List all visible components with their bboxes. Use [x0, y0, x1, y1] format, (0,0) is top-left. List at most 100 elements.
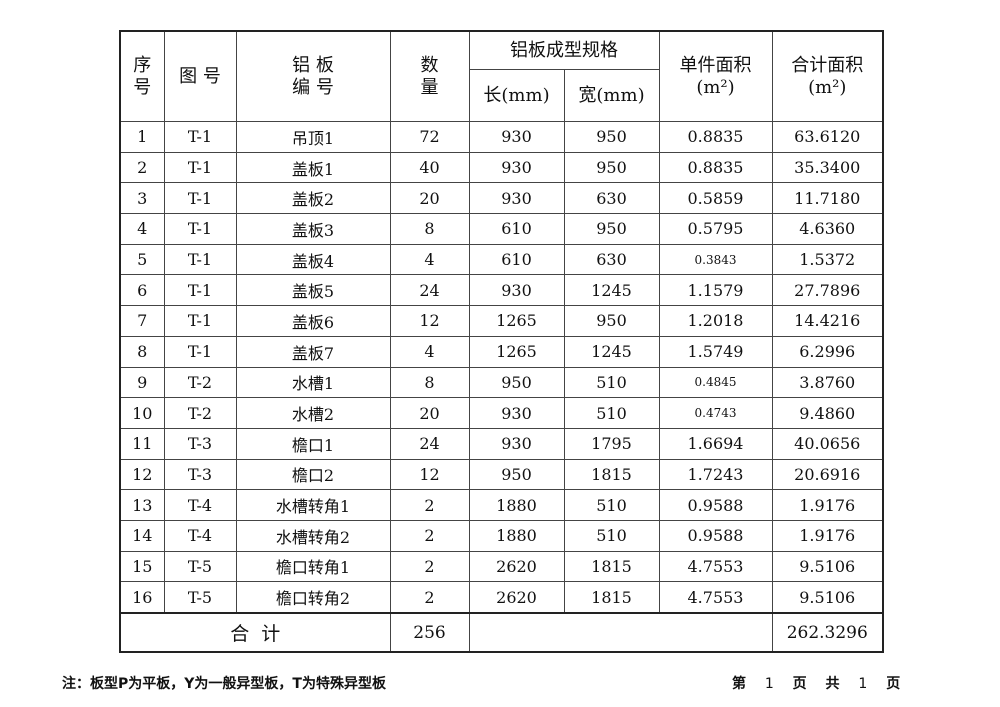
cell-total-area: 9.5106 — [771, 550, 884, 583]
cell-drawing: T-5 — [163, 550, 237, 583]
cell-seq: 1 — [119, 121, 165, 153]
header-qty: 数 量 — [389, 30, 470, 122]
cell-width: 950 — [563, 213, 660, 245]
cell-width: 630 — [563, 243, 660, 276]
cell-drawing: T-1 — [163, 274, 237, 307]
cell-total-area: 9.4860 — [771, 397, 884, 429]
cell-qty: 2 — [389, 519, 470, 552]
cell-qty: 4 — [389, 335, 470, 368]
cell-total-area: 27.7896 — [771, 274, 884, 307]
cell-drawing: T-3 — [163, 458, 237, 491]
cell-drawing: T-1 — [163, 151, 237, 184]
table-row: 9 T-2 水槽1 8 950 510 0.4845 3.8760 — [119, 366, 884, 399]
page-suffix: 页 — [886, 676, 901, 692]
cell-total-area: 1.5372 — [771, 243, 884, 276]
cell-seq: 6 — [119, 274, 165, 307]
cell-qty: 4 — [389, 243, 470, 276]
cell-width: 1245 — [563, 274, 660, 307]
table-row: 13 T-4 水槽转角1 2 1880 510 0.9588 1.9176 — [119, 489, 884, 521]
panel-spec-table: 序 号 图 号 铝 板 编 号 数 量 铝板成型规格 单件面积 (m²) 合计面… — [119, 30, 884, 653]
cell-length: 930 — [468, 397, 565, 429]
cell-drawing: T-2 — [163, 397, 237, 429]
page-indicator: 第 1 页 共 1 页 — [732, 673, 900, 693]
cell-panel: 盖板2 — [235, 182, 391, 215]
cell-total-area: 3.8760 — [771, 366, 884, 399]
cell-total-area: 20.6916 — [771, 458, 884, 491]
cell-panel: 水槽2 — [235, 397, 391, 429]
cell-seq: 15 — [119, 550, 165, 583]
cell-width: 950 — [563, 121, 660, 153]
cell-unit-area: 1.5749 — [658, 335, 773, 368]
cell-panel: 水槽转角2 — [235, 519, 391, 552]
cell-qty: 12 — [389, 458, 470, 491]
cell-length: 930 — [468, 121, 565, 153]
total-area: 262.3296 — [771, 612, 884, 653]
total-qty: 256 — [389, 612, 470, 653]
cell-qty: 72 — [389, 121, 470, 153]
cell-panel: 檐口转角2 — [235, 581, 391, 614]
cell-total-area: 6.2996 — [771, 335, 884, 368]
total-row: 合 计 256 262.3296 — [119, 612, 884, 653]
cell-width: 950 — [563, 151, 660, 184]
header-spec: 铝板成型规格 — [468, 30, 660, 70]
cell-seq: 11 — [119, 427, 165, 460]
cell-drawing: T-3 — [163, 427, 237, 460]
cell-unit-area: 1.7243 — [658, 458, 773, 491]
cell-qty: 12 — [389, 305, 470, 337]
cell-total-area: 9.5106 — [771, 581, 884, 614]
page-number: 1 — [764, 676, 774, 692]
cell-length: 1880 — [468, 519, 565, 552]
cell-panel: 盖板5 — [235, 274, 391, 307]
total-empty — [468, 612, 773, 653]
cell-panel: 檐口1 — [235, 427, 391, 460]
cell-length: 1265 — [468, 305, 565, 337]
table-row: 1 T-1 吊顶1 72 930 950 0.8835 63.6120 — [119, 121, 884, 153]
cell-length: 950 — [468, 458, 565, 491]
cell-seq: 8 — [119, 335, 165, 368]
cell-total-area: 14.4216 — [771, 305, 884, 337]
cell-length: 610 — [468, 243, 565, 276]
cell-panel: 吊顶1 — [235, 121, 391, 153]
cell-drawing: T-4 — [163, 519, 237, 552]
cell-drawing: T-1 — [163, 243, 237, 276]
cell-unit-area: 4.7553 — [658, 581, 773, 614]
table-row: 16 T-5 檐口转角2 2 2620 1815 4.7553 9.5106 — [119, 581, 884, 614]
cell-total-area: 11.7180 — [771, 182, 884, 215]
footnote: 注：板型P为平板，Y为一般异型板，T为特殊异型板 — [62, 676, 386, 692]
header-total-area: 合计面积 (m²) — [771, 30, 884, 122]
cell-unit-area: 0.5795 — [658, 213, 773, 245]
cell-panel: 盖板3 — [235, 213, 391, 245]
cell-qty: 24 — [389, 427, 470, 460]
cell-length: 930 — [468, 151, 565, 184]
cell-unit-area: 1.2018 — [658, 305, 773, 337]
cell-panel: 盖板7 — [235, 335, 391, 368]
cell-length: 2620 — [468, 550, 565, 583]
cell-unit-area: 0.3843 — [658, 243, 773, 276]
cell-drawing: T-1 — [163, 121, 237, 153]
table-row: 14 T-4 水槽转角2 2 1880 510 0.9588 1.9176 — [119, 519, 884, 552]
table-row: 11 T-3 檐口1 24 930 1795 1.6694 40.0656 — [119, 427, 884, 460]
cell-qty: 40 — [389, 151, 470, 184]
table-row: 3 T-1 盖板2 20 930 630 0.5859 11.7180 — [119, 182, 884, 215]
cell-seq: 10 — [119, 397, 165, 429]
header-panel: 铝 板 编 号 — [235, 30, 391, 122]
cell-qty: 8 — [389, 213, 470, 245]
table-row: 6 T-1 盖板5 24 930 1245 1.1579 27.7896 — [119, 274, 884, 307]
header-unit-area: 单件面积 (m²) — [658, 30, 773, 122]
cell-total-area: 35.3400 — [771, 151, 884, 184]
table-row: 10 T-2 水槽2 20 930 510 0.4743 9.4860 — [119, 397, 884, 429]
table-row: 4 T-1 盖板3 8 610 950 0.5795 4.6360 — [119, 213, 884, 245]
cell-length: 610 — [468, 213, 565, 245]
page-mid: 页 共 — [792, 676, 840, 692]
cell-total-area: 63.6120 — [771, 121, 884, 153]
cell-width: 510 — [563, 397, 660, 429]
cell-width: 1815 — [563, 458, 660, 491]
cell-qty: 2 — [389, 550, 470, 583]
cell-width: 1245 — [563, 335, 660, 368]
cell-width: 630 — [563, 182, 660, 215]
table-row: 15 T-5 檐口转角1 2 2620 1815 4.7553 9.5106 — [119, 550, 884, 583]
page-count: 1 — [858, 676, 868, 692]
cell-seq: 4 — [119, 213, 165, 245]
cell-unit-area: 0.4743 — [658, 397, 773, 429]
cell-qty: 2 — [389, 489, 470, 521]
